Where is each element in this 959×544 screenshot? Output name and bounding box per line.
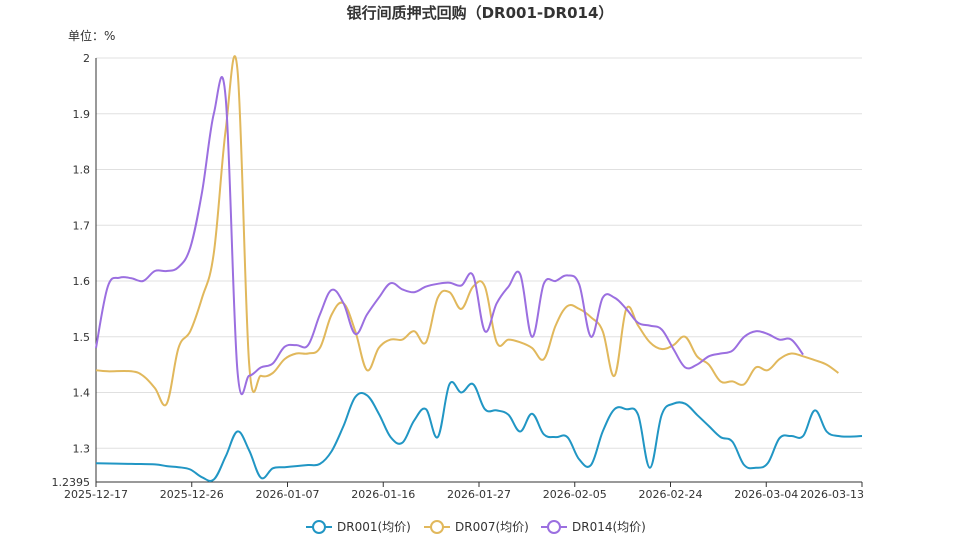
series-layer — [95, 55, 863, 482]
y-tick-label: 1.3 — [73, 442, 91, 455]
legend-item[interactable]: DR001(均价) — [306, 520, 411, 534]
legend-marker — [430, 520, 444, 534]
y-tick-label: 1.7 — [73, 219, 91, 232]
x-tick-label: 2026-02-05 — [543, 488, 607, 501]
x-tick-label: 2026-01-27 — [447, 488, 511, 501]
legend[interactable]: DR001(均价) DR007(均价) DR014(均价) — [306, 520, 646, 534]
legend-item[interactable]: DR014(均价) — [541, 520, 646, 534]
legend-label: DR014(均价) — [572, 520, 646, 534]
legend-marker — [312, 520, 326, 534]
legend-label: DR001(均价) — [337, 520, 411, 534]
x-tick-label: 2026-03-13 — [800, 488, 864, 501]
chart-title: 银行间质押式回购（DR001-DR014） — [347, 4, 614, 22]
series-line-dr014 — [95, 76, 804, 396]
legend-label: DR007(均价) — [455, 520, 529, 534]
legend-item[interactable]: DR007(均价) — [424, 520, 529, 534]
legend-marker — [547, 520, 561, 534]
x-tick-label: 2026-03-04 — [734, 488, 798, 501]
y-tick-label: 1.9 — [73, 108, 91, 121]
y-tick-label: 2 — [83, 52, 90, 65]
axis-layer: 1.2395 1.3 1.4 1.5 1.6 1.7 1.8 1.9 2 2025-12-17 20… — [52, 52, 865, 501]
y-tick-label: 1.4 — [73, 387, 91, 400]
x-tick-label: 2026-01-16 — [351, 488, 415, 501]
x-tick-label: 2025-12-26 — [160, 488, 224, 501]
series-line-dr001 — [95, 381, 863, 482]
y-tick-label: 1.2395 — [52, 476, 91, 489]
unit-label: 单位：% — [68, 28, 115, 43]
x-tick-label: 2026-01-07 — [256, 488, 320, 501]
y-tick-label: 1.8 — [73, 164, 91, 177]
series-line-dr007 — [95, 55, 839, 407]
y-tick-label: 1.6 — [73, 275, 91, 288]
x-tick-label: 2026-02-24 — [639, 488, 703, 501]
y-tick-label: 1.5 — [73, 331, 91, 344]
x-tick-label: 2025-12-17 — [64, 488, 128, 501]
